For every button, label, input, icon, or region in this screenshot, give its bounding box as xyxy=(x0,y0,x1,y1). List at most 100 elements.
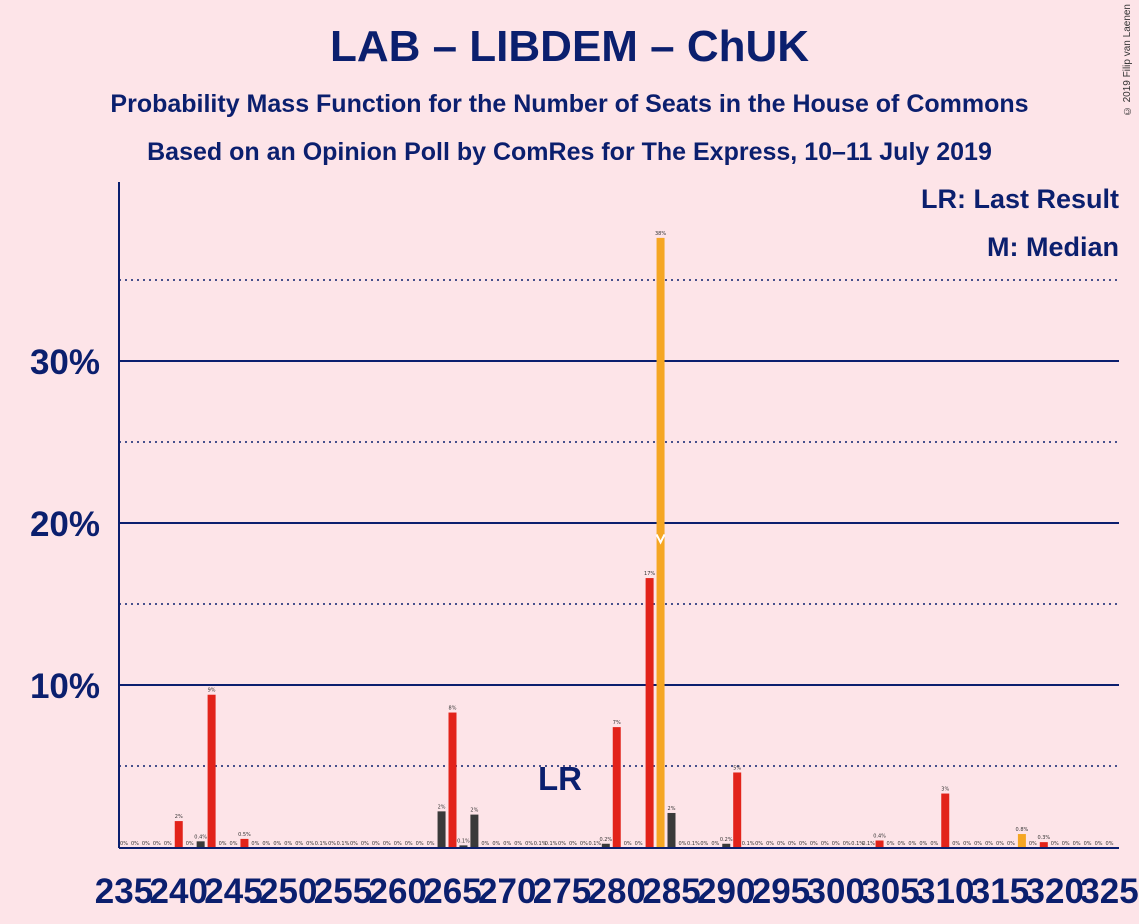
bar-value-label: 7% xyxy=(613,720,621,726)
bar-value-label: 0% xyxy=(492,841,500,847)
bar xyxy=(174,821,183,847)
bar-value-label: 0% xyxy=(558,841,566,847)
bar-value-label: 0% xyxy=(930,841,938,847)
x-tick-label: 260 xyxy=(369,872,427,911)
median-marker xyxy=(655,533,666,545)
bar-value-label: 0% xyxy=(919,841,927,847)
bar-value-label: 0% xyxy=(985,841,993,847)
bar xyxy=(941,793,950,847)
bar-value-label: 0% xyxy=(503,841,511,847)
bar-value-label: 0% xyxy=(142,841,150,847)
bar-value-label: 0% xyxy=(974,841,982,847)
bar-value-label: 0.1% xyxy=(588,841,601,847)
x-tick-label: 240 xyxy=(150,872,208,911)
bar-value-label: 0% xyxy=(810,841,818,847)
x-tick-label: 245 xyxy=(204,872,262,911)
bar-value-label: 0% xyxy=(996,841,1004,847)
y-tick-label: 20% xyxy=(30,505,100,544)
bar xyxy=(1017,834,1026,847)
bar-value-label: 0% xyxy=(1007,841,1015,847)
bar-value-label: 0.1% xyxy=(742,841,755,847)
bar-value-label: 0% xyxy=(897,841,905,847)
bar-value-label: 0.4% xyxy=(873,834,886,840)
bar-value-label: 0% xyxy=(678,841,686,847)
bar-value-label: 0% xyxy=(394,841,402,847)
bar-value-label: 0% xyxy=(777,841,785,847)
bar-value-label: 0% xyxy=(164,841,172,847)
x-tick-label: 280 xyxy=(588,872,646,911)
bar-value-label: 0% xyxy=(635,841,643,847)
bar-value-label: 0% xyxy=(1084,841,1092,847)
bar-value-label: 0% xyxy=(514,841,522,847)
bar-value-label: 0.1% xyxy=(851,841,864,847)
legend-median: M: Median xyxy=(987,232,1119,262)
bar-value-label: 0% xyxy=(405,841,413,847)
x-tick-label: 305 xyxy=(861,872,919,911)
bar-value-label: 0% xyxy=(624,841,632,847)
x-tick-label: 300 xyxy=(807,872,865,911)
bar-value-label: 0% xyxy=(580,841,588,847)
bar-value-label: 0.2% xyxy=(599,837,612,843)
bar-value-label: 0% xyxy=(295,841,303,847)
bar-value-label: 0% xyxy=(711,841,719,847)
x-tick-label: 250 xyxy=(259,872,317,911)
bar-value-label: 0% xyxy=(383,841,391,847)
bar-value-label: 2% xyxy=(668,806,676,812)
bar-value-label: 0% xyxy=(832,841,840,847)
bar-value-label: 17% xyxy=(644,571,655,577)
bar-value-label: 0% xyxy=(372,841,380,847)
bar xyxy=(437,811,446,847)
bar-value-label: 0% xyxy=(416,841,424,847)
bar xyxy=(722,843,731,847)
bar-value-label: 0% xyxy=(569,841,577,847)
x-tick-label: 275 xyxy=(533,872,591,911)
bar-value-label: 0% xyxy=(153,841,161,847)
bar xyxy=(459,845,468,847)
x-tick-label: 235 xyxy=(95,872,153,911)
bar-value-label: 0% xyxy=(952,841,960,847)
x-tick-label: 285 xyxy=(642,872,700,911)
bar-value-label: 0.4% xyxy=(194,834,207,840)
bar-value-label: 0.8% xyxy=(1016,827,1029,833)
bar-value-label: 0% xyxy=(1073,841,1081,847)
bar-value-label: 38% xyxy=(655,231,666,237)
bar-value-label: 0% xyxy=(1062,841,1070,847)
legend-last-result: LR: Last Result xyxy=(920,184,1119,214)
bar-value-label: 0.1% xyxy=(315,841,328,847)
bar-value-label: 0% xyxy=(306,841,314,847)
bar-value-label: 0% xyxy=(131,841,139,847)
bar-value-label: 0% xyxy=(361,841,369,847)
x-tick-label: 290 xyxy=(697,872,755,911)
bar-value-label: 0% xyxy=(821,841,829,847)
x-tick-label: 325 xyxy=(1080,872,1138,911)
bar xyxy=(196,841,205,847)
bar-value-label: 0% xyxy=(1029,841,1037,847)
bar-value-label: 2% xyxy=(438,804,446,810)
bar-value-label: 0% xyxy=(525,841,533,847)
x-tick-label: 310 xyxy=(916,872,974,911)
bar-value-label: 0.1% xyxy=(457,838,470,844)
bar-value-label: 0% xyxy=(1095,841,1103,847)
x-tick-label: 255 xyxy=(314,872,372,911)
bar-value-label: 0% xyxy=(350,841,358,847)
bar-value-label: 5% xyxy=(733,765,741,771)
bar-value-label: 0% xyxy=(1106,841,1114,847)
bar-value-label: 0% xyxy=(427,841,435,847)
bar-value-label: 0% xyxy=(1051,841,1059,847)
bar-value-label: 0% xyxy=(766,841,774,847)
bar-value-label: 0.1% xyxy=(545,841,558,847)
bar-value-label: 0% xyxy=(755,841,763,847)
chart-title: LAB – LIBDEM – ChUK xyxy=(329,22,810,71)
bar-value-label: 0% xyxy=(887,841,895,847)
bar-value-label: 0.1% xyxy=(534,841,547,847)
bar-value-label: 8% xyxy=(449,706,457,712)
bar-value-label: 0.1% xyxy=(337,841,350,847)
bar-value-label: 0% xyxy=(788,841,796,847)
bar-value-label: 0% xyxy=(186,841,194,847)
bar xyxy=(667,812,676,847)
bar-value-label: 0% xyxy=(843,841,851,847)
y-tick-label: 30% xyxy=(30,343,100,382)
bar-value-label: 0% xyxy=(908,841,916,847)
bar-value-label: 0% xyxy=(481,841,489,847)
